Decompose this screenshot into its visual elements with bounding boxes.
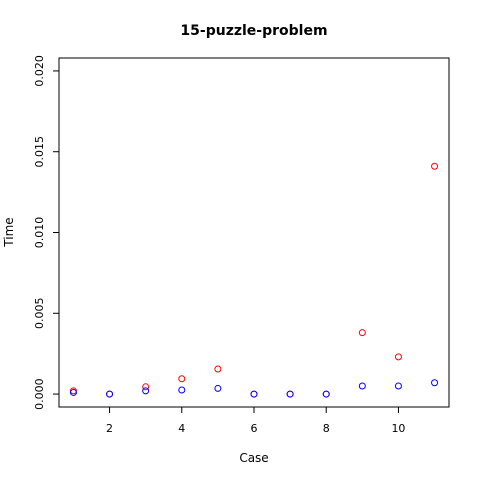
y-axis: 0.000 0.005 0.010 0.015 0.020 — [33, 55, 60, 410]
y-tick-label: 0.010 — [33, 217, 46, 249]
data-point-series-2 — [322, 390, 330, 398]
x-tick-label: 4 — [178, 422, 185, 435]
data-point-series-2 — [358, 382, 366, 390]
data-point-series-1 — [142, 383, 150, 391]
y-axis-label: Time — [2, 217, 16, 247]
x-tick-label: 10 — [391, 422, 405, 435]
x-axis-label: Case — [239, 451, 268, 465]
data-point-series-2 — [394, 382, 402, 390]
data-point-series-2 — [69, 388, 77, 396]
x-tick-label: 6 — [251, 422, 258, 435]
data-point-series-1 — [214, 365, 222, 373]
data-point-series-1 — [178, 375, 186, 383]
plot-frame — [58, 57, 450, 408]
data-point-series-1 — [394, 353, 402, 361]
x-axis: 2 4 6 8 10 — [106, 406, 405, 435]
data-point-series-1 — [431, 162, 439, 170]
data-point-series-2 — [286, 390, 294, 398]
x-tick-label: 2 — [106, 422, 113, 435]
y-tick-label: 0.005 — [33, 298, 46, 330]
chart-title: 15-puzzle-problem — [180, 23, 327, 39]
data-point-series-2 — [431, 379, 439, 387]
data-point-series-2 — [178, 386, 186, 394]
data-points — [69, 162, 439, 398]
data-point-series-2 — [250, 390, 258, 398]
data-point-series-1 — [358, 329, 366, 337]
data-point-series-2 — [142, 387, 150, 395]
y-tick-label: 0.015 — [33, 136, 46, 168]
y-tick-label: 0.020 — [33, 55, 46, 87]
data-point-series-2 — [106, 390, 114, 398]
x-tick-label: 8 — [323, 422, 330, 435]
data-point-series-2 — [214, 384, 222, 392]
y-tick-label: 0.000 — [33, 378, 46, 410]
